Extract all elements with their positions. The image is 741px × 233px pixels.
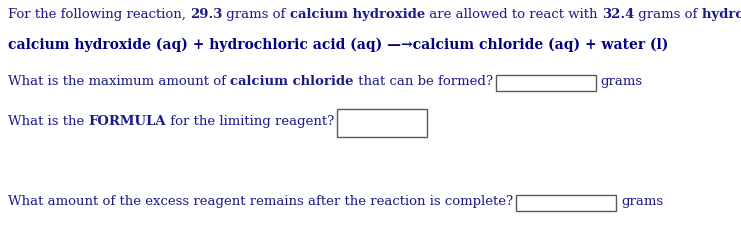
Text: grams: grams	[621, 195, 663, 208]
Text: What amount of the excess reagent remains after the reaction is complete?: What amount of the excess reagent remain…	[8, 195, 513, 208]
Bar	[496, 75, 596, 91]
Text: 32.4: 32.4	[602, 8, 634, 21]
Text: What is the: What is the	[8, 115, 88, 128]
Text: calcium hydroxide (aq) + hydrochloric acid (aq) —→calcium chloride (aq) + water : calcium hydroxide (aq) + hydrochloric ac…	[8, 38, 668, 52]
Bar	[516, 195, 616, 211]
Text: calcium chloride: calcium chloride	[230, 75, 353, 88]
Text: 29.3: 29.3	[190, 8, 222, 21]
Text: calcium hydroxide: calcium hydroxide	[290, 8, 425, 21]
Text: FORMULA: FORMULA	[88, 115, 166, 128]
Text: For the following reaction,: For the following reaction,	[8, 8, 190, 21]
Text: are allowed to react with: are allowed to react with	[425, 8, 602, 21]
Bar	[337, 109, 428, 137]
Text: grams of: grams of	[222, 8, 290, 21]
Text: hydrochloric acid: hydrochloric acid	[702, 8, 741, 21]
Text: grams of: grams of	[634, 8, 702, 21]
Text: that can be formed?: that can be formed?	[353, 75, 493, 88]
Text: What is the maximum amount of: What is the maximum amount of	[8, 75, 230, 88]
Text: for the limiting reagent?: for the limiting reagent?	[166, 115, 334, 128]
Text: grams: grams	[601, 75, 643, 88]
